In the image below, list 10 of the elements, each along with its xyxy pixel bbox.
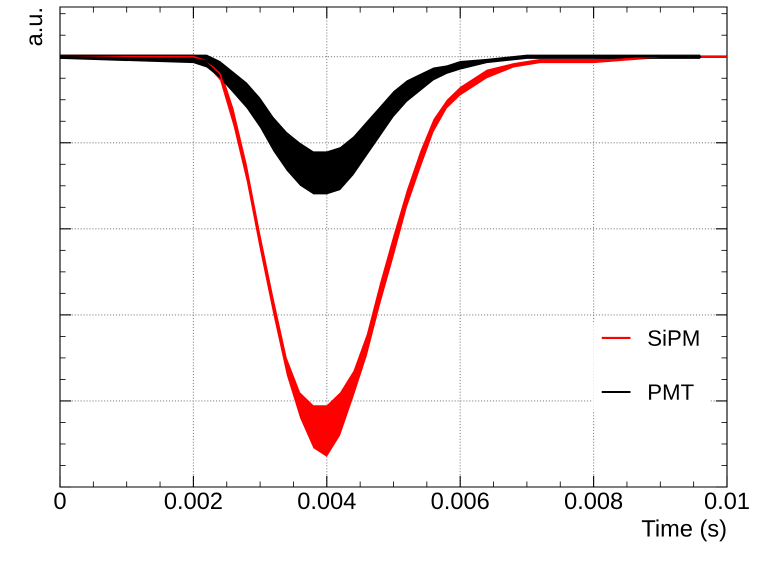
- x-tick-label: 0.006: [432, 492, 489, 510]
- legend-label: SiPM: [648, 330, 699, 346]
- legend-label: PMT: [649, 384, 694, 400]
- x-tick-label: 0.008: [564, 492, 622, 510]
- x-tick-label: 0.01: [704, 492, 749, 510]
- x-tick-label: 0.004: [298, 492, 356, 510]
- x-tick-label: 0.002: [164, 492, 222, 510]
- y-axis-title: a.u.: [29, 9, 42, 46]
- x-tick-label: 0: [54, 492, 66, 510]
- x-axis-title: Time (s): [642, 519, 726, 542]
